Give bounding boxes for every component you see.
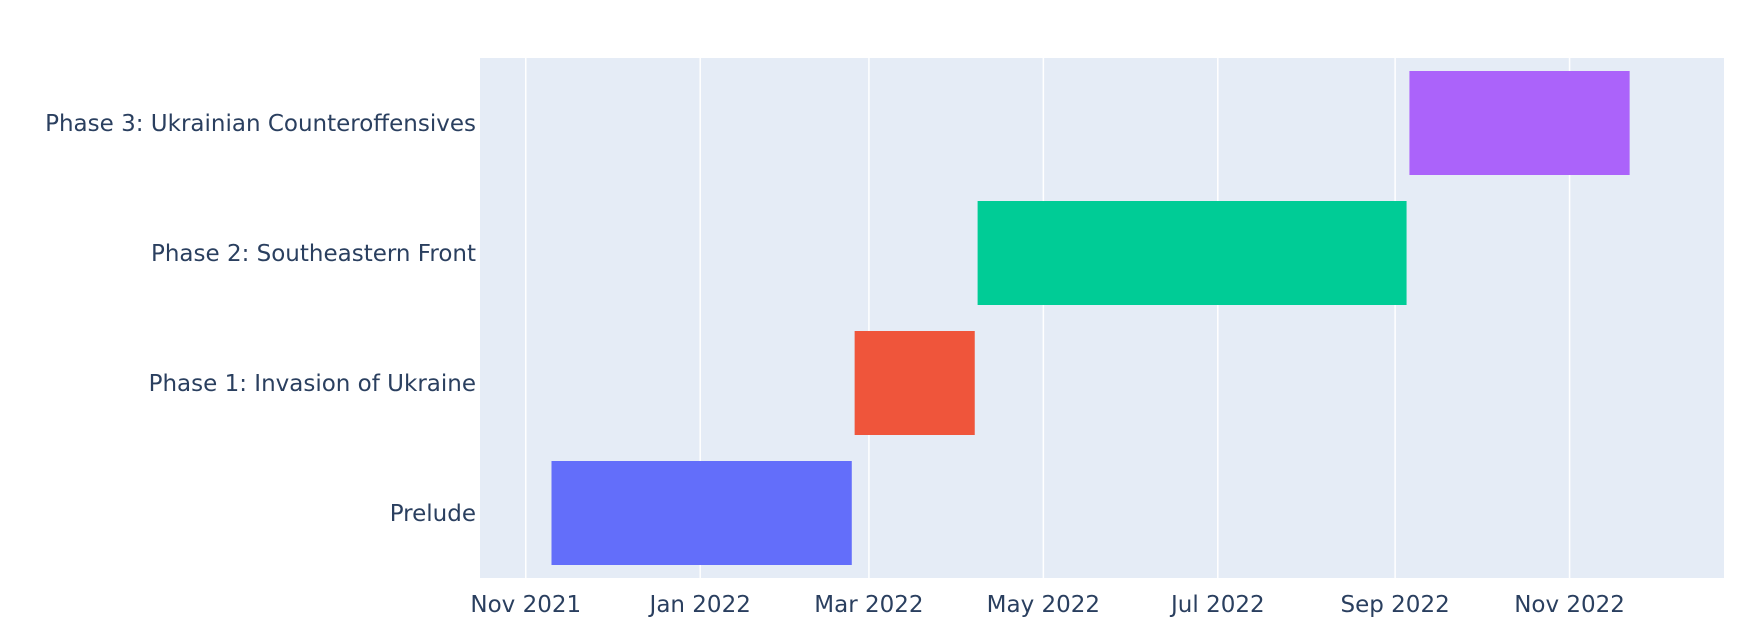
- x-axis-labels: Nov 2021 Jan 2022 Mar 2022 May 2022 Jul 2022…: [470, 592, 1625, 618]
- task-bar[interactable]: [1409, 71, 1630, 175]
- y-tick-label: Phase 2: Southeastern Front: [151, 241, 476, 267]
- x-tick-label: Nov 2022: [1514, 592, 1625, 618]
- task-bar[interactable]: [854, 331, 975, 435]
- x-tick-label: Sep 2022: [1341, 592, 1450, 618]
- x-gridlines: [525, 58, 1571, 578]
- y-tick-label: Phase 1: Invasion of Ukraine: [149, 371, 476, 397]
- x-tick-label: Jul 2022: [1169, 592, 1265, 618]
- x-tick-label: Nov 2021: [470, 592, 581, 618]
- x-tick-label: May 2022: [987, 592, 1100, 618]
- y-tick-label: Phase 3: Ukrainian Counteroffensives: [45, 111, 476, 137]
- y-tick-label: Prelude: [390, 501, 476, 527]
- task-bars: [551, 71, 1630, 565]
- x-tick-label: Jan 2022: [648, 592, 751, 618]
- task-bar[interactable]: [977, 201, 1407, 305]
- x-tick-label: Mar 2022: [814, 592, 923, 618]
- task-bar[interactable]: [551, 461, 852, 565]
- y-axis-labels: Prelude Phase 1: Invasion of Ukraine Phase…: [45, 111, 476, 527]
